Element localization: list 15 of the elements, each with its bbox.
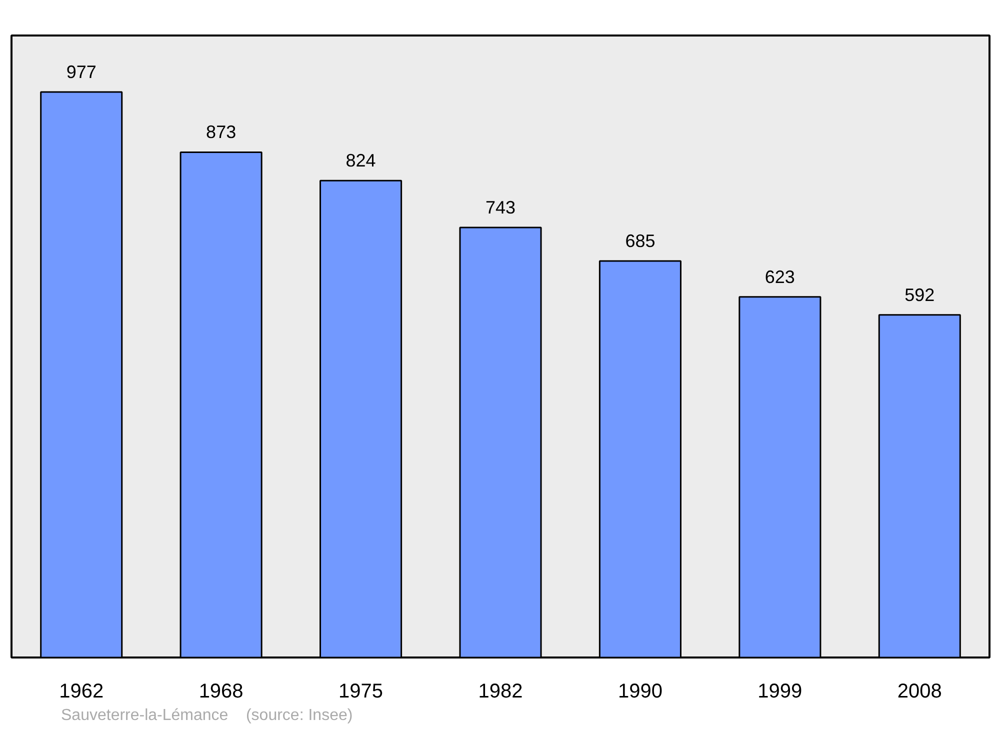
x-tick-label: 1982 [478,680,523,702]
x-tick-label: 1968 [198,680,244,702]
x-tick-label: 1990 [618,680,662,702]
x-tick-label: 1975 [338,680,384,702]
x-tick-label: 1999 [758,680,802,702]
data-label: 824 [346,150,376,171]
data-label: 592 [904,284,935,305]
data-label: 743 [485,197,516,218]
data-label: 685 [625,231,656,252]
data-label: 873 [206,122,236,142]
data-label: 977 [66,62,96,82]
text: Sauveterre-la-Lémance (source: Insee) [61,707,353,724]
x-tick-label: 1962 [59,680,104,702]
x-tick-label: 2008 [897,680,942,702]
data-label: 623 [764,266,795,287]
